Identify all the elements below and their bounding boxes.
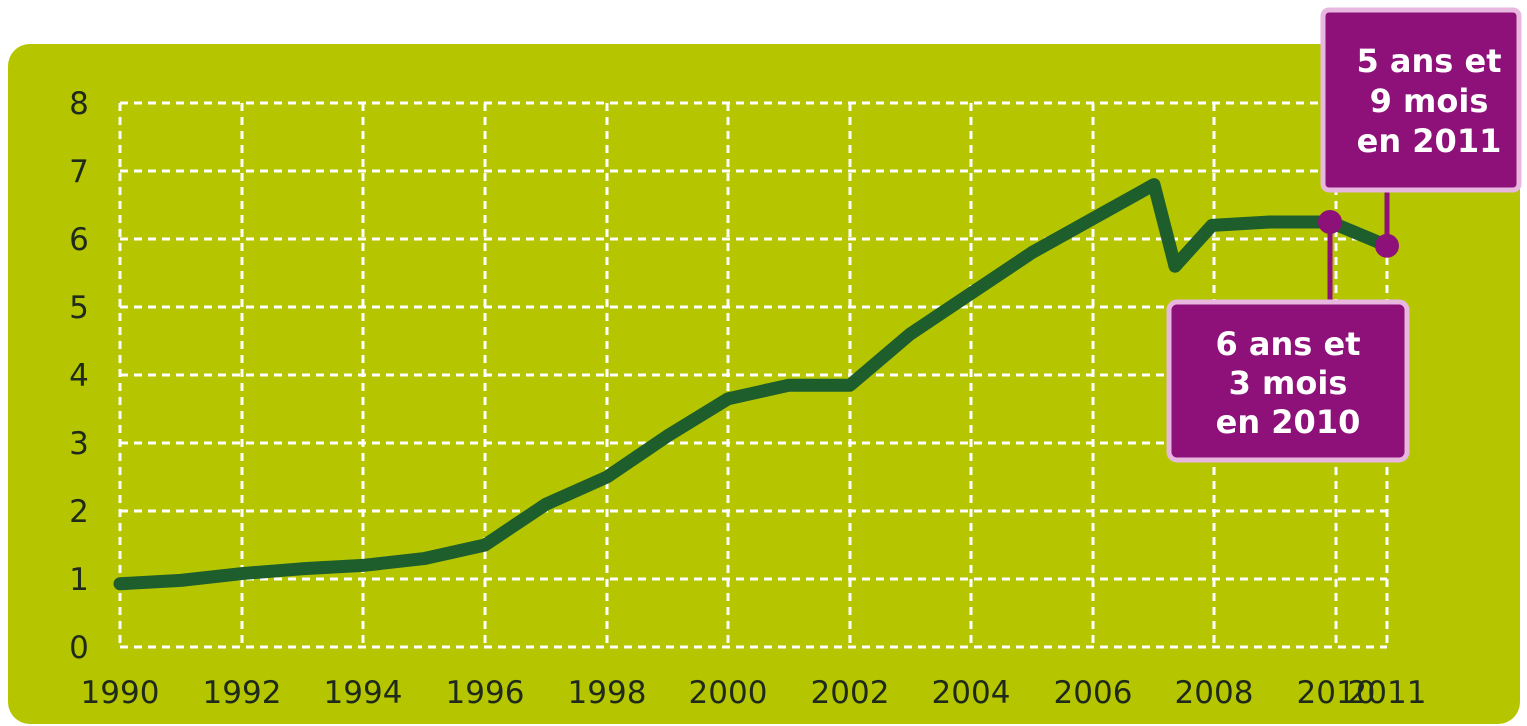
series-layer <box>113 178 1394 591</box>
callout-2011-text: en 2011 <box>1357 122 1502 160</box>
x-tick-label: 2008 <box>1175 675 1254 711</box>
y-tick-label: 8 <box>69 86 89 122</box>
x-tick-label: 1990 <box>81 675 160 711</box>
x-tick-label: 1996 <box>446 675 525 711</box>
x-tick-label: 1992 <box>203 675 282 711</box>
series-line <box>113 178 1394 591</box>
x-tick-label: 2006 <box>1054 675 1133 711</box>
callout-2010-text: en 2010 <box>1216 403 1361 441</box>
x-tick-label: 1994 <box>324 675 403 711</box>
callout-2011-text: 9 mois <box>1370 82 1489 120</box>
callout-box-2011 <box>1320 7 1522 193</box>
y-tick-label: 1 <box>69 562 89 598</box>
callout-dot-2011 <box>1375 233 1399 258</box>
y-axis-ticks: 0 1 2 3 4 5 6 7 8 <box>69 86 89 666</box>
x-axis-ticks: 1990 1992 1994 1996 1998 2000 2002 2004 2006 2008… <box>81 675 1427 711</box>
chart-panel <box>8 44 1520 724</box>
y-tick-label: 7 <box>69 154 89 190</box>
x-tick-label: 2002 <box>811 675 890 711</box>
y-tick-label: 4 <box>69 358 89 394</box>
x-tick-label: 2010 <box>1297 675 1376 711</box>
y-tick-label: 2 <box>69 494 89 530</box>
y-tick-label: 5 <box>69 290 89 326</box>
y-tick-label: 0 <box>69 630 89 666</box>
y-tick-label: 3 <box>69 426 89 462</box>
x-tick-label: 1998 <box>568 675 647 711</box>
y-tick-label: 6 <box>69 222 89 258</box>
x-tick-label: 2000 <box>689 675 768 711</box>
callout-dot-2010 <box>1318 210 1342 234</box>
x-tick-label: 2011 <box>1348 675 1427 711</box>
callout-2010-text: 3 mois <box>1229 364 1348 402</box>
callout-box-2010 <box>1166 299 1410 463</box>
callout-2010-text: 6 ans et <box>1216 325 1361 363</box>
x-tick-label: 2004 <box>932 675 1011 711</box>
callout-2011-text: 5 ans et <box>1357 42 1502 80</box>
